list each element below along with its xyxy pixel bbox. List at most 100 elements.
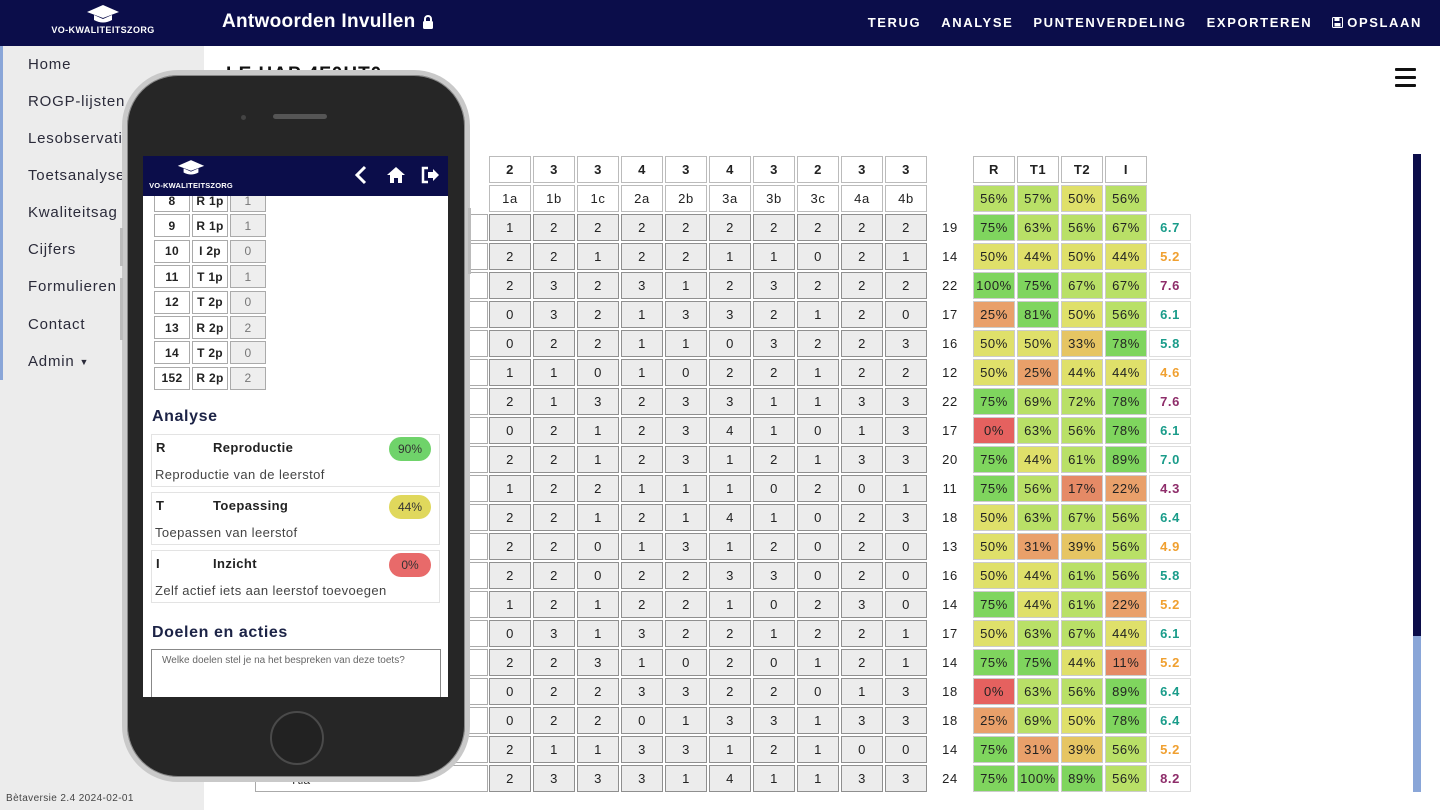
score-input[interactable]: 0: [841, 475, 883, 502]
score-input[interactable]: 2: [489, 736, 531, 763]
score-input[interactable]: 0: [621, 707, 663, 734]
score-input[interactable]: 1: [577, 591, 619, 618]
score-input[interactable]: 1: [489, 214, 531, 241]
score-input[interactable]: 1: [797, 765, 839, 792]
score-input[interactable]: 1: [577, 736, 619, 763]
score-input[interactable]: 3: [885, 388, 927, 415]
score-input[interactable]: 3: [885, 765, 927, 792]
score-input[interactable]: 3: [841, 707, 883, 734]
brand-logo[interactable]: VO-KWALITEITSZORG: [50, 4, 156, 35]
score-input[interactable]: 3: [621, 272, 663, 299]
score-input[interactable]: 0: [709, 330, 751, 357]
score-input[interactable]: 2: [489, 533, 531, 560]
score-input[interactable]: 1: [709, 736, 751, 763]
scrollbar-thumb[interactable]: [1413, 154, 1421, 636]
score-input[interactable]: 1: [577, 446, 619, 473]
score-input[interactable]: 3: [709, 301, 751, 328]
score-input[interactable]: 3: [709, 388, 751, 415]
score-input[interactable]: 2: [665, 620, 707, 647]
score-input[interactable]: 2: [577, 301, 619, 328]
score-input[interactable]: 2: [841, 272, 883, 299]
score-input[interactable]: 3: [533, 620, 575, 647]
score-input[interactable]: 2: [885, 359, 927, 386]
score-input[interactable]: 3: [753, 272, 795, 299]
score-input[interactable]: 2: [841, 504, 883, 531]
hamburger-menu-icon[interactable]: [1395, 68, 1416, 88]
score-input[interactable]: 2: [577, 330, 619, 357]
score-input[interactable]: 1: [753, 504, 795, 531]
sidebar-item-toetsanalyse[interactable]: Toetsanalyse: [28, 167, 126, 184]
score-input[interactable]: 2: [489, 562, 531, 589]
score-input[interactable]: 1: [577, 417, 619, 444]
doelen-textarea[interactable]: Welke doelen stel je na het bespreken va…: [151, 649, 441, 697]
nav-exporteren-link[interactable]: EXPORTEREN: [1206, 15, 1313, 30]
score-input[interactable]: 3: [577, 649, 619, 676]
score-input[interactable]: 2: [797, 620, 839, 647]
score-input[interactable]: 2: [621, 446, 663, 473]
score-input[interactable]: 2: [841, 214, 883, 241]
score-input[interactable]: 1: [709, 475, 751, 502]
score-input[interactable]: 2: [489, 504, 531, 531]
sidebar-item-contact[interactable]: Contact: [28, 316, 86, 333]
score-input[interactable]: 3: [621, 620, 663, 647]
score-input[interactable]: 0: [797, 533, 839, 560]
score-input[interactable]: 1: [621, 475, 663, 502]
score-input[interactable]: 2: [797, 272, 839, 299]
score-input[interactable]: 0: [797, 678, 839, 705]
mobile-brand-logo[interactable]: VO-KWALITEITSZORG: [149, 159, 233, 190]
score-input[interactable]: 3: [665, 301, 707, 328]
score-input[interactable]: 2: [841, 359, 883, 386]
score-input[interactable]: 3: [577, 765, 619, 792]
score-input[interactable]: 1: [621, 359, 663, 386]
nav-terug-link[interactable]: TERUG: [867, 15, 922, 30]
score-input[interactable]: 2: [489, 243, 531, 270]
score-input[interactable]: 2: [797, 214, 839, 241]
score-input[interactable]: 2: [533, 533, 575, 560]
score-input[interactable]: 1: [709, 533, 751, 560]
score-input[interactable]: 2: [665, 214, 707, 241]
score-input[interactable]: 1: [489, 475, 531, 502]
score-input[interactable]: 2: [709, 359, 751, 386]
score-input[interactable]: 2: [533, 562, 575, 589]
score-input[interactable]: 3: [885, 707, 927, 734]
chevron-left-icon[interactable]: [352, 165, 372, 185]
score-input[interactable]: 3: [533, 301, 575, 328]
score-input[interactable]: 1: [885, 620, 927, 647]
score-input[interactable]: 0: [665, 359, 707, 386]
score-input[interactable]: 2: [533, 475, 575, 502]
score-input[interactable]: 0: [841, 736, 883, 763]
score-input[interactable]: 0: [577, 562, 619, 589]
score-input[interactable]: 2: [577, 707, 619, 734]
score-input[interactable]: 2: [533, 591, 575, 618]
score-input[interactable]: 2: [533, 446, 575, 473]
score-input[interactable]: 2: [621, 388, 663, 415]
score-input[interactable]: 2: [533, 330, 575, 357]
score-input[interactable]: 3: [841, 765, 883, 792]
sidebar-item-admin[interactable]: Admin ▼: [28, 353, 89, 370]
logout-icon[interactable]: [420, 165, 440, 185]
score-input[interactable]: 3: [709, 562, 751, 589]
score-input[interactable]: 2: [753, 678, 795, 705]
score-input[interactable]: 4: [709, 504, 751, 531]
score-input[interactable]: 1: [665, 707, 707, 734]
score-input[interactable]: 2: [885, 272, 927, 299]
score-input[interactable]: 2: [533, 707, 575, 734]
score-input[interactable]: 2: [489, 765, 531, 792]
score-input[interactable]: 2: [489, 649, 531, 676]
score-input[interactable]: 1: [797, 649, 839, 676]
score-input[interactable]: 3: [533, 272, 575, 299]
question-score-input[interactable]: 1: [230, 265, 266, 289]
score-input[interactable]: 2: [533, 504, 575, 531]
score-input[interactable]: 3: [885, 417, 927, 444]
score-input[interactable]: 2: [709, 649, 751, 676]
score-input[interactable]: 3: [621, 736, 663, 763]
score-input[interactable]: 2: [489, 388, 531, 415]
score-input[interactable]: 1: [885, 243, 927, 270]
score-input[interactable]: 3: [665, 533, 707, 560]
score-input[interactable]: 1: [753, 388, 795, 415]
score-input[interactable]: 0: [489, 707, 531, 734]
score-input[interactable]: 1: [753, 620, 795, 647]
score-input[interactable]: 3: [885, 504, 927, 531]
score-input[interactable]: 2: [665, 562, 707, 589]
score-input[interactable]: 2: [577, 214, 619, 241]
